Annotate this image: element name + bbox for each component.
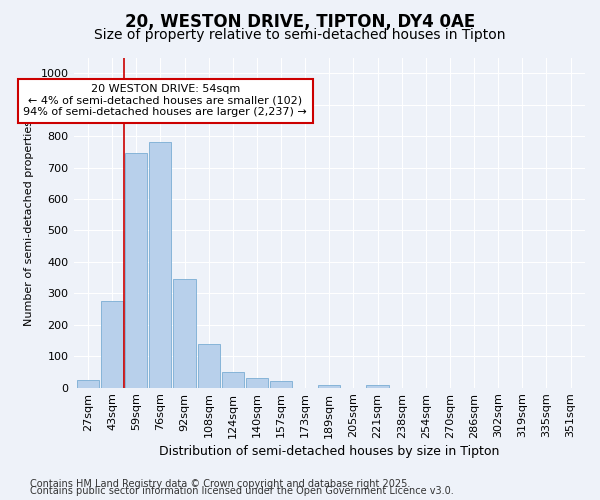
Bar — [77, 380, 99, 388]
Bar — [246, 378, 268, 388]
Bar — [125, 154, 148, 388]
Bar — [270, 382, 292, 388]
Y-axis label: Number of semi-detached properties: Number of semi-detached properties — [24, 120, 34, 326]
X-axis label: Distribution of semi-detached houses by size in Tipton: Distribution of semi-detached houses by … — [159, 444, 499, 458]
Text: Contains HM Land Registry data © Crown copyright and database right 2025.: Contains HM Land Registry data © Crown c… — [30, 479, 410, 489]
Text: Contains public sector information licensed under the Open Government Licence v3: Contains public sector information licen… — [30, 486, 454, 496]
Bar — [101, 301, 123, 388]
Bar — [149, 142, 172, 388]
Bar — [173, 279, 196, 388]
Text: Size of property relative to semi-detached houses in Tipton: Size of property relative to semi-detach… — [94, 28, 506, 42]
Bar — [318, 384, 340, 388]
Text: 20, WESTON DRIVE, TIPTON, DY4 0AE: 20, WESTON DRIVE, TIPTON, DY4 0AE — [125, 12, 475, 30]
Bar — [221, 372, 244, 388]
Bar — [367, 384, 389, 388]
Bar — [197, 344, 220, 388]
Text: 20 WESTON DRIVE: 54sqm
← 4% of semi-detached houses are smaller (102)
94% of sem: 20 WESTON DRIVE: 54sqm ← 4% of semi-deta… — [23, 84, 307, 117]
